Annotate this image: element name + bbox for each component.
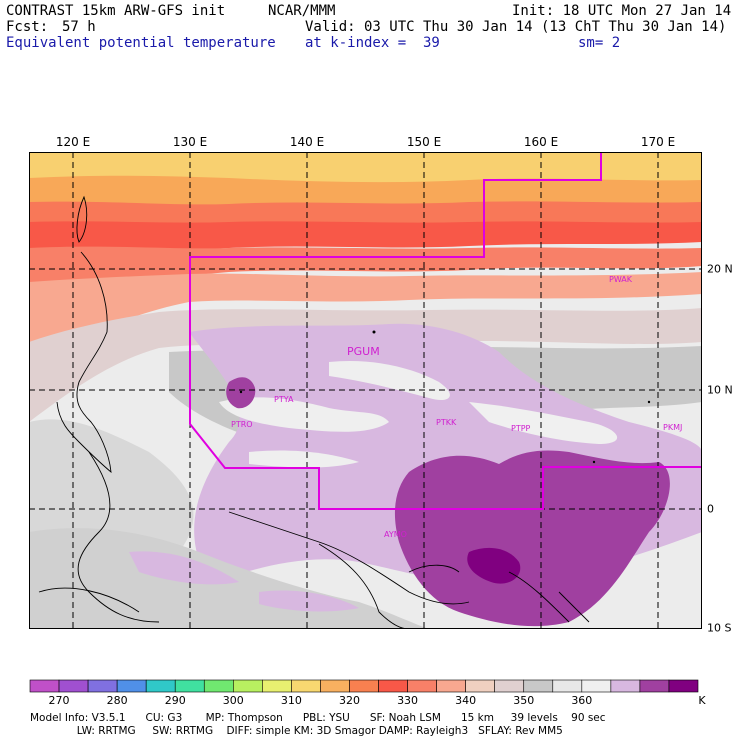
org-label: NCAR/MMM bbox=[268, 3, 336, 19]
colorbar-tick-label: 270 bbox=[48, 694, 70, 707]
coastline bbox=[38, 195, 590, 629]
colorbar-swatch bbox=[407, 679, 437, 693]
colorbar-swatch bbox=[523, 679, 554, 693]
lon-label-140e: 140 E bbox=[289, 135, 325, 149]
lon-label-160e: 160 E bbox=[523, 135, 559, 149]
colorbar-tick-label: 310 bbox=[280, 694, 302, 707]
colorbar-tick-label: 350 bbox=[513, 694, 535, 707]
model-title: CONTRAST 15km ARW-GFS init bbox=[6, 3, 226, 19]
colorbar-swatch bbox=[291, 679, 321, 693]
station-label: PWAK bbox=[609, 275, 633, 284]
colorbar-swatch bbox=[465, 679, 495, 693]
init-time: Init: 18 UTC Mon 27 Jan 14 bbox=[512, 3, 732, 19]
station-label: PTKK bbox=[436, 418, 457, 427]
colorbar bbox=[29, 679, 699, 693]
station-label: PGUM bbox=[347, 345, 380, 358]
station-markers bbox=[239, 330, 651, 464]
lat-label-10n: 10 N bbox=[707, 383, 733, 397]
colorbar-swatch bbox=[436, 679, 466, 693]
colorbar-swatch bbox=[494, 679, 525, 693]
colorbar-swatch bbox=[668, 679, 699, 693]
station-label: PKMJ bbox=[663, 423, 682, 432]
lon-label-170e: 170 E bbox=[640, 135, 676, 149]
colorbar-swatch bbox=[349, 679, 379, 693]
model-info-line2: LW: RRTMG SW: RRTMG DIFF: simple KM: 3D … bbox=[30, 725, 563, 737]
map-frame bbox=[29, 152, 702, 629]
colorbar-swatch bbox=[552, 679, 583, 693]
colorbar-tick-label: 320 bbox=[338, 694, 360, 707]
colorbar-tick-label: 300 bbox=[222, 694, 244, 707]
colorbar-tick-label: 360 bbox=[571, 694, 593, 707]
smoothing-label: sm= 2 bbox=[578, 35, 621, 51]
colorbar-swatch bbox=[233, 679, 263, 693]
colorbar-swatch bbox=[87, 679, 118, 693]
region-boundary bbox=[189, 152, 702, 510]
colorbar-swatch bbox=[116, 679, 147, 693]
lon-label-130e: 130 E bbox=[172, 135, 208, 149]
colorbar-tick-label: 280 bbox=[106, 694, 128, 707]
colorbar-swatch bbox=[145, 679, 176, 693]
colorbar-swatch bbox=[581, 679, 612, 693]
station-labels: PGUM PTYA PTRO PTKK PTPP PKMJ PWAK AYMO bbox=[231, 275, 682, 539]
forecast-hour: 57 h bbox=[62, 19, 96, 35]
lat-label-10s: 10 S bbox=[707, 621, 732, 635]
forecast-label: Fcst: bbox=[6, 19, 49, 35]
station-label: PTYA bbox=[274, 395, 294, 404]
colorbar-swatch bbox=[174, 679, 205, 693]
station-label: PTRO bbox=[231, 420, 253, 429]
station-label: AYMO bbox=[384, 530, 407, 539]
model-info-line1: Model Info: V3.5.1 CU: G3 MP: Thompson P… bbox=[30, 712, 606, 724]
colorbar-swatch bbox=[639, 679, 670, 693]
colorbar-swatch bbox=[203, 679, 234, 693]
theta-e-field: PGUM PTYA PTRO PTKK PTPP PKMJ PWAK AYMO bbox=[29, 152, 702, 629]
colorbar-tick-label: 330 bbox=[397, 694, 419, 707]
colorbar-swatch bbox=[610, 679, 641, 693]
colorbar-swatch bbox=[320, 679, 350, 693]
colorbar-unit: K bbox=[698, 694, 706, 707]
colorbar-swatch bbox=[58, 679, 89, 693]
colorbar-swatch bbox=[378, 679, 408, 693]
colorbar-tick-label: 340 bbox=[455, 694, 477, 707]
colorbar-swatch bbox=[29, 679, 60, 693]
station-label: PTPP bbox=[511, 424, 531, 433]
lat-lon-grid bbox=[29, 152, 702, 629]
field-name: Equivalent potential temperature bbox=[6, 35, 276, 51]
colorbar-swatch bbox=[262, 679, 292, 693]
map-panel: PGUM PTYA PTRO PTKK PTPP PKMJ PWAK AYMO bbox=[29, 152, 702, 629]
lon-label-150e: 150 E bbox=[406, 135, 442, 149]
lat-label-20n: 20 N bbox=[707, 262, 733, 276]
lat-label-0: 0 bbox=[707, 502, 714, 516]
lon-label-120e: 120 E bbox=[55, 135, 91, 149]
valid-time: Valid: 03 UTC Thu 30 Jan 14 (13 ChT Thu … bbox=[305, 19, 727, 35]
colorbar-tick-label: 290 bbox=[164, 694, 186, 707]
level-label: at k-index = 39 bbox=[305, 35, 440, 51]
